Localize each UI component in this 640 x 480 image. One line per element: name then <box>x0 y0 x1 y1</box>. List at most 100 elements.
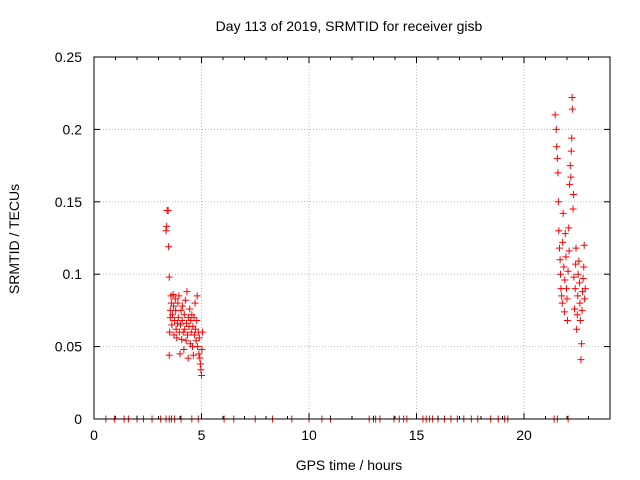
data-point <box>557 270 565 278</box>
data-point <box>553 143 561 151</box>
x-tick-label: 20 <box>516 427 532 443</box>
y-axis-label: SRMTID / TECUs <box>6 184 22 294</box>
grid <box>94 57 610 419</box>
data-point <box>578 306 586 314</box>
x-tick-label: 5 <box>198 427 206 443</box>
data-point <box>198 372 205 380</box>
data-point <box>565 224 573 232</box>
data-point <box>184 331 192 339</box>
data-point <box>552 125 560 133</box>
data-point <box>173 319 181 327</box>
x-axis-label: GPS time / hours <box>296 457 403 473</box>
data-point <box>191 299 199 307</box>
data-point <box>574 292 582 300</box>
data-point <box>181 296 189 304</box>
x-tick-label: 0 <box>90 427 98 443</box>
data-point <box>164 206 172 214</box>
data-point <box>571 285 579 293</box>
data-point <box>165 273 173 281</box>
data-point <box>563 295 571 303</box>
data-point <box>169 290 177 298</box>
data-point <box>565 247 573 255</box>
data-point <box>193 292 201 300</box>
data-point <box>560 263 568 271</box>
data-point <box>194 343 202 351</box>
data-point <box>181 325 189 333</box>
data-point <box>576 317 584 325</box>
data-point <box>174 314 182 322</box>
data-point <box>580 263 588 271</box>
data-point <box>555 227 563 235</box>
tick-marks <box>93 56 611 420</box>
data-point <box>570 273 578 281</box>
data-point <box>180 311 188 319</box>
data-point <box>195 334 203 342</box>
data-point <box>566 162 574 170</box>
data-point <box>186 305 194 313</box>
data-point <box>567 173 575 181</box>
data-point <box>571 305 579 313</box>
data-point <box>173 334 181 342</box>
data-point <box>580 241 588 249</box>
data-point <box>165 243 173 251</box>
y-tick-labels: 0 0.05 0.1 0.15 0.2 0.25 <box>55 49 82 427</box>
data-point <box>581 285 589 293</box>
data-point <box>179 328 187 336</box>
data-point <box>180 345 188 353</box>
data-point <box>564 267 572 275</box>
data-point <box>559 209 567 217</box>
data-point <box>177 306 185 314</box>
data-point <box>574 270 582 278</box>
data-point <box>193 317 201 325</box>
data-point <box>170 302 178 310</box>
data-point <box>563 317 571 325</box>
data-point <box>178 317 186 325</box>
data-point <box>577 356 585 364</box>
y-tick-label: 0.2 <box>63 121 83 137</box>
data-point <box>579 275 587 283</box>
data-point <box>198 345 206 353</box>
data-point <box>197 366 205 374</box>
data-point <box>567 147 575 155</box>
data-point <box>575 257 583 265</box>
data-point <box>561 276 569 284</box>
data-point <box>554 169 562 177</box>
y-tick-label: 0.15 <box>55 194 82 210</box>
data-point <box>561 230 569 238</box>
data-point <box>575 279 583 287</box>
plot-frame <box>93 56 611 420</box>
data-point <box>566 180 574 188</box>
data-point <box>178 335 186 343</box>
data-point <box>172 325 180 333</box>
data-point <box>578 340 586 348</box>
data-point <box>569 191 577 199</box>
y-tick-label: 0.05 <box>55 339 82 355</box>
data-point <box>176 321 184 329</box>
data-point <box>555 244 563 252</box>
data-points <box>102 94 589 423</box>
data-point <box>191 331 199 339</box>
data-point <box>196 354 204 362</box>
data-point <box>176 350 184 358</box>
data-point <box>560 308 568 316</box>
data-point <box>163 222 171 230</box>
data-point <box>199 328 207 336</box>
data-point <box>166 328 174 336</box>
data-point <box>554 198 562 206</box>
chart-title: Day 113 of 2019, SRMTID for receiver gis… <box>216 18 483 34</box>
data-point <box>558 299 566 307</box>
data-point <box>179 302 187 310</box>
data-point <box>184 354 192 362</box>
data-point <box>162 227 170 235</box>
data-point <box>568 134 576 142</box>
data-point <box>168 321 176 329</box>
y-tick-label: 0.1 <box>63 266 83 282</box>
data-point <box>182 337 190 345</box>
data-point <box>568 105 576 113</box>
data-point <box>187 317 195 325</box>
data-point <box>581 295 589 303</box>
data-point <box>189 351 197 359</box>
data-point <box>175 292 183 300</box>
data-point <box>563 285 571 293</box>
